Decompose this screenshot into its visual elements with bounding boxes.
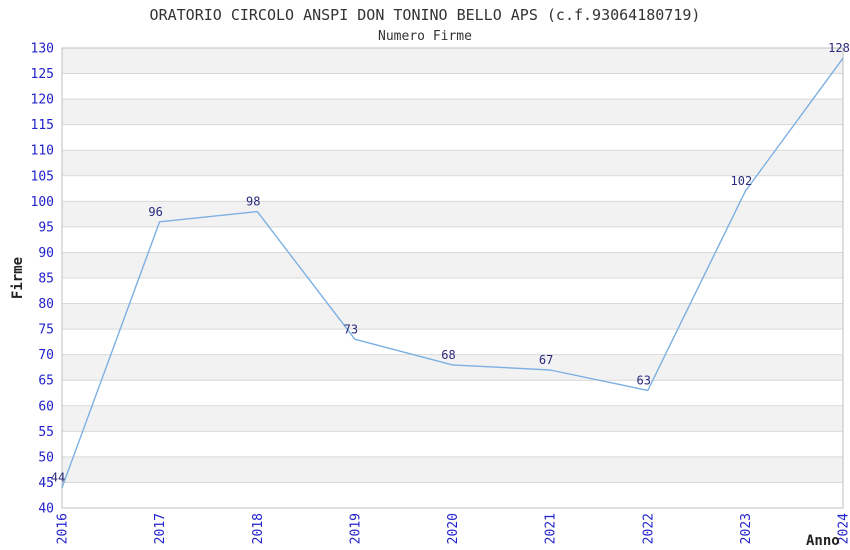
y-tick-label: 125 [31, 67, 54, 82]
y-tick-label: 115 [31, 118, 54, 133]
y-tick-label: 90 [38, 246, 54, 261]
y-tick-label: 60 [38, 399, 54, 414]
y-tick-label: 110 [31, 144, 54, 159]
point-label: 67 [539, 353, 553, 367]
point-label: 128 [828, 41, 850, 55]
x-tick-label: 2020 [446, 513, 461, 544]
x-tick-label: 2017 [153, 513, 168, 544]
series-line [61, 57, 844, 489]
plot-band [62, 303, 843, 330]
point-label: 63 [637, 373, 651, 387]
x-tick-label: 2021 [544, 513, 559, 544]
y-tick-label: 65 [38, 374, 54, 389]
y-tick-label: 45 [38, 476, 54, 491]
x-tick-label: 2024 [837, 513, 850, 544]
y-tick-label: 40 [38, 502, 54, 517]
chart-title: ORATORIO CIRCOLO ANSPI DON TONINO BELLO … [149, 6, 701, 24]
y-tick-label: 130 [31, 42, 54, 57]
plot-band [62, 252, 843, 278]
y-tick-label: 105 [31, 169, 54, 184]
y-tick-label: 120 [31, 93, 54, 108]
x-tick-label: 2016 [56, 513, 71, 544]
y-tick-label: 80 [38, 297, 54, 312]
chart-subtitle: Numero Firme [378, 29, 472, 44]
plot-band [62, 354, 843, 381]
plot-band [62, 99, 843, 125]
point-label: 96 [148, 205, 162, 219]
plot-band [62, 48, 843, 74]
y-tick-label: 85 [38, 272, 54, 287]
point-label: 44 [51, 471, 65, 485]
y-tick-label: 70 [38, 348, 54, 363]
x-tick-label: 2023 [739, 513, 754, 544]
x-tick-label: 2019 [348, 513, 363, 544]
point-label: 102 [731, 174, 753, 188]
x-axis-label: Anno [806, 533, 840, 549]
x-tick-label: 2022 [641, 513, 656, 544]
plot-frame [61, 47, 844, 509]
x-tick-label: 2018 [251, 513, 266, 544]
y-tick-label: 55 [38, 425, 54, 440]
y-tick-label: 50 [38, 450, 54, 465]
plot-band [62, 150, 843, 176]
y-axis-label: Firme [10, 256, 26, 300]
plot-band [62, 405, 843, 432]
plot-band [62, 456, 843, 483]
point-label: 98 [246, 195, 260, 209]
y-tick-label: 75 [38, 323, 54, 338]
plot-band [62, 201, 843, 227]
y-tick-label: 95 [38, 220, 54, 235]
point-label: 73 [344, 322, 358, 336]
y-tick-label: 100 [31, 195, 54, 210]
point-label: 68 [441, 348, 455, 362]
